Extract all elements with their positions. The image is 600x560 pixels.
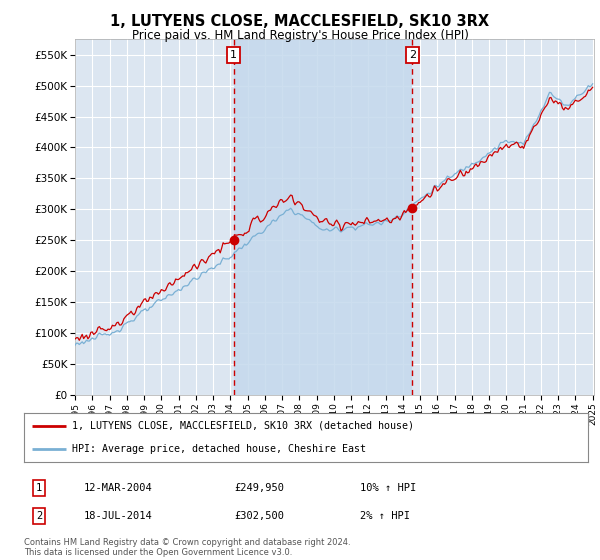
Text: 18-JUL-2014: 18-JUL-2014 bbox=[84, 511, 153, 521]
Text: 2: 2 bbox=[409, 50, 416, 60]
Text: 10% ↑ HPI: 10% ↑ HPI bbox=[360, 483, 416, 493]
Text: HPI: Average price, detached house, Cheshire East: HPI: Average price, detached house, Ches… bbox=[72, 444, 366, 454]
Bar bbox=[234, 39, 412, 395]
Text: 2: 2 bbox=[36, 511, 42, 521]
Text: 1, LUTYENS CLOSE, MACCLESFIELD, SK10 3RX (detached house): 1, LUTYENS CLOSE, MACCLESFIELD, SK10 3RX… bbox=[72, 421, 414, 431]
Text: 12-MAR-2004: 12-MAR-2004 bbox=[84, 483, 153, 493]
Text: 1, LUTYENS CLOSE, MACCLESFIELD, SK10 3RX: 1, LUTYENS CLOSE, MACCLESFIELD, SK10 3RX bbox=[110, 14, 490, 29]
Text: 1: 1 bbox=[230, 50, 237, 60]
Text: £302,500: £302,500 bbox=[234, 511, 284, 521]
Text: 2% ↑ HPI: 2% ↑ HPI bbox=[360, 511, 410, 521]
Text: £249,950: £249,950 bbox=[234, 483, 284, 493]
Text: Contains HM Land Registry data © Crown copyright and database right 2024.
This d: Contains HM Land Registry data © Crown c… bbox=[24, 538, 350, 557]
Text: 1: 1 bbox=[36, 483, 42, 493]
Text: Price paid vs. HM Land Registry's House Price Index (HPI): Price paid vs. HM Land Registry's House … bbox=[131, 29, 469, 42]
